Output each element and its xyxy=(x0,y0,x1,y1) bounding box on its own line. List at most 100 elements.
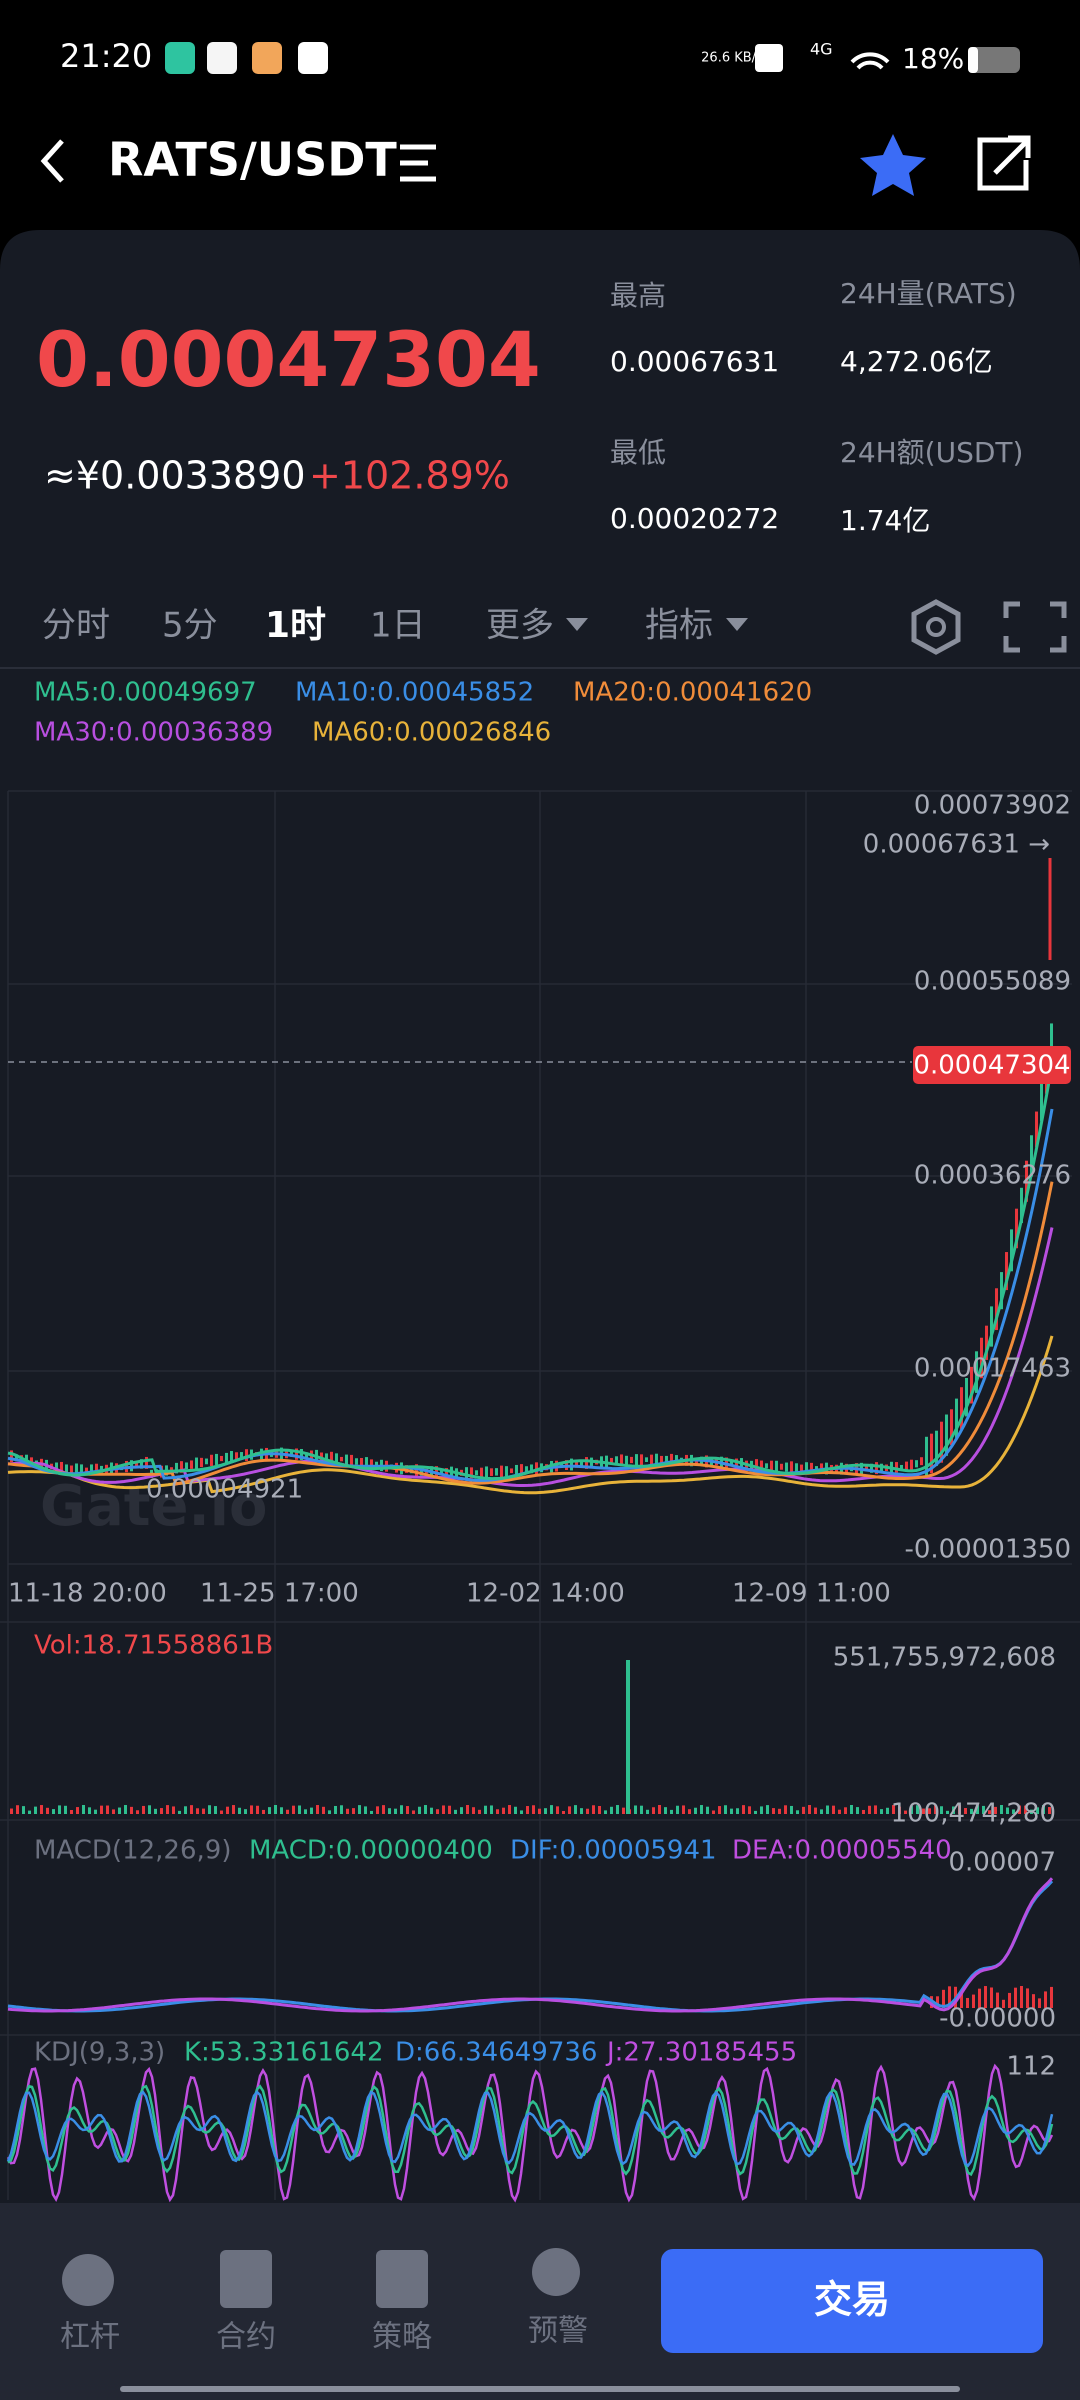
low-marker: 0.00004921 xyxy=(146,1475,303,1505)
candle xyxy=(445,1468,448,1477)
volume-bar xyxy=(712,1810,715,1814)
favorite-star[interactable] xyxy=(860,134,926,196)
nav-item[interactable]: 杠杆 xyxy=(60,2320,120,2355)
settings-button[interactable] xyxy=(911,599,961,655)
tab[interactable]: 1日 xyxy=(370,606,426,646)
candle xyxy=(230,1450,233,1463)
volume-bar xyxy=(970,1808,973,1814)
volume-bar xyxy=(454,1809,457,1814)
kdj-max: 112 xyxy=(1006,2052,1056,2082)
macd-bar xyxy=(978,1988,981,2008)
volume-bar xyxy=(472,1807,475,1814)
candle xyxy=(1035,1111,1038,1148)
volume-bar xyxy=(838,1809,841,1814)
volume-bar xyxy=(898,1806,901,1814)
candle xyxy=(815,1466,818,1471)
stat-value: 0.00067631 xyxy=(610,345,779,378)
candle xyxy=(780,1463,783,1470)
volume-bar xyxy=(706,1806,709,1814)
tab[interactable]: 更多 xyxy=(486,606,554,646)
volume-bar xyxy=(826,1805,829,1814)
candle xyxy=(925,1436,928,1479)
candle xyxy=(495,1468,498,1476)
candle xyxy=(375,1461,378,1468)
candle xyxy=(800,1464,803,1472)
candle xyxy=(470,1467,473,1479)
volume-bar xyxy=(1024,1805,1027,1814)
volume-bar xyxy=(640,1805,643,1814)
dif-value: DIF:0.00005941 xyxy=(510,1836,717,1866)
share-button[interactable] xyxy=(977,135,1031,191)
candle xyxy=(755,1459,758,1472)
volume-bar xyxy=(394,1808,397,1814)
candle xyxy=(1050,1023,1053,1062)
trade-button[interactable] xyxy=(661,2249,1043,2353)
candle xyxy=(930,1433,933,1474)
volume-bar xyxy=(958,1805,961,1814)
hd-icon xyxy=(755,44,783,72)
volume-bar xyxy=(514,1806,517,1814)
candle xyxy=(970,1366,973,1404)
fullscreen-button[interactable] xyxy=(1003,601,1067,653)
volume-bar xyxy=(376,1806,379,1814)
volume-bar xyxy=(358,1805,361,1814)
tab-active[interactable]: 1时 xyxy=(265,605,326,646)
candle xyxy=(345,1454,348,1466)
volume-bar xyxy=(256,1805,259,1814)
back-button[interactable] xyxy=(40,139,64,183)
candle xyxy=(660,1455,663,1464)
volume-bar xyxy=(274,1805,277,1814)
volume-bar xyxy=(532,1805,535,1814)
candle xyxy=(630,1456,633,1464)
candle xyxy=(530,1464,533,1474)
volume-bar xyxy=(136,1810,139,1814)
volume-bar xyxy=(922,1808,925,1814)
ma-label: MA5:0.00049697 xyxy=(34,678,257,708)
nav-item[interactable]: 预警 xyxy=(528,2314,588,2349)
candle xyxy=(440,1469,443,1476)
trade-button-label[interactable]: 交易 xyxy=(814,2278,890,2322)
candle xyxy=(510,1468,513,1474)
candle xyxy=(55,1462,58,1472)
candle xyxy=(955,1398,958,1438)
volume-bar xyxy=(406,1806,409,1814)
tab[interactable]: 指标 xyxy=(645,606,713,646)
candle xyxy=(870,1463,873,1473)
pair-title[interactable]: RATS/USDT xyxy=(108,133,397,187)
menu-icon[interactable] xyxy=(400,144,436,182)
tab[interactable]: 5分 xyxy=(162,606,218,646)
volume-bar xyxy=(682,1805,685,1814)
candle xyxy=(10,1450,13,1463)
nav-item[interactable]: 策略 xyxy=(372,2320,432,2355)
volume-bar xyxy=(52,1809,55,1814)
dea-value: DEA:0.00005540 xyxy=(732,1836,952,1866)
x-tick-label: 12-09 11:00 xyxy=(732,1579,891,1609)
candle xyxy=(775,1460,778,1473)
volume-bar xyxy=(142,1805,145,1814)
tab[interactable]: 分时 xyxy=(42,606,110,646)
volume-bar xyxy=(874,1805,877,1814)
volume-bar xyxy=(862,1809,865,1814)
candle xyxy=(170,1467,173,1472)
volume-bar xyxy=(562,1810,565,1814)
volume-bar xyxy=(538,1808,541,1814)
volume-bar xyxy=(220,1810,223,1814)
macd-value: MACD:0.00000400 xyxy=(249,1836,493,1866)
volume-bar xyxy=(40,1805,43,1814)
volume-bar xyxy=(892,1805,895,1814)
nav-item[interactable]: 合约 xyxy=(216,2320,276,2355)
volume-bar xyxy=(370,1810,373,1814)
volume-bar xyxy=(160,1808,163,1814)
volume-bar xyxy=(154,1808,157,1814)
candle xyxy=(355,1458,358,1465)
candle xyxy=(295,1448,298,1460)
volume-bar xyxy=(214,1806,217,1814)
dropdown-arrow xyxy=(726,618,748,631)
stat-label: 最高 xyxy=(610,279,666,312)
candle xyxy=(220,1455,223,1462)
candle xyxy=(580,1459,583,1468)
candle xyxy=(505,1466,508,1477)
volume-bar xyxy=(694,1807,697,1814)
candle xyxy=(515,1464,518,1476)
